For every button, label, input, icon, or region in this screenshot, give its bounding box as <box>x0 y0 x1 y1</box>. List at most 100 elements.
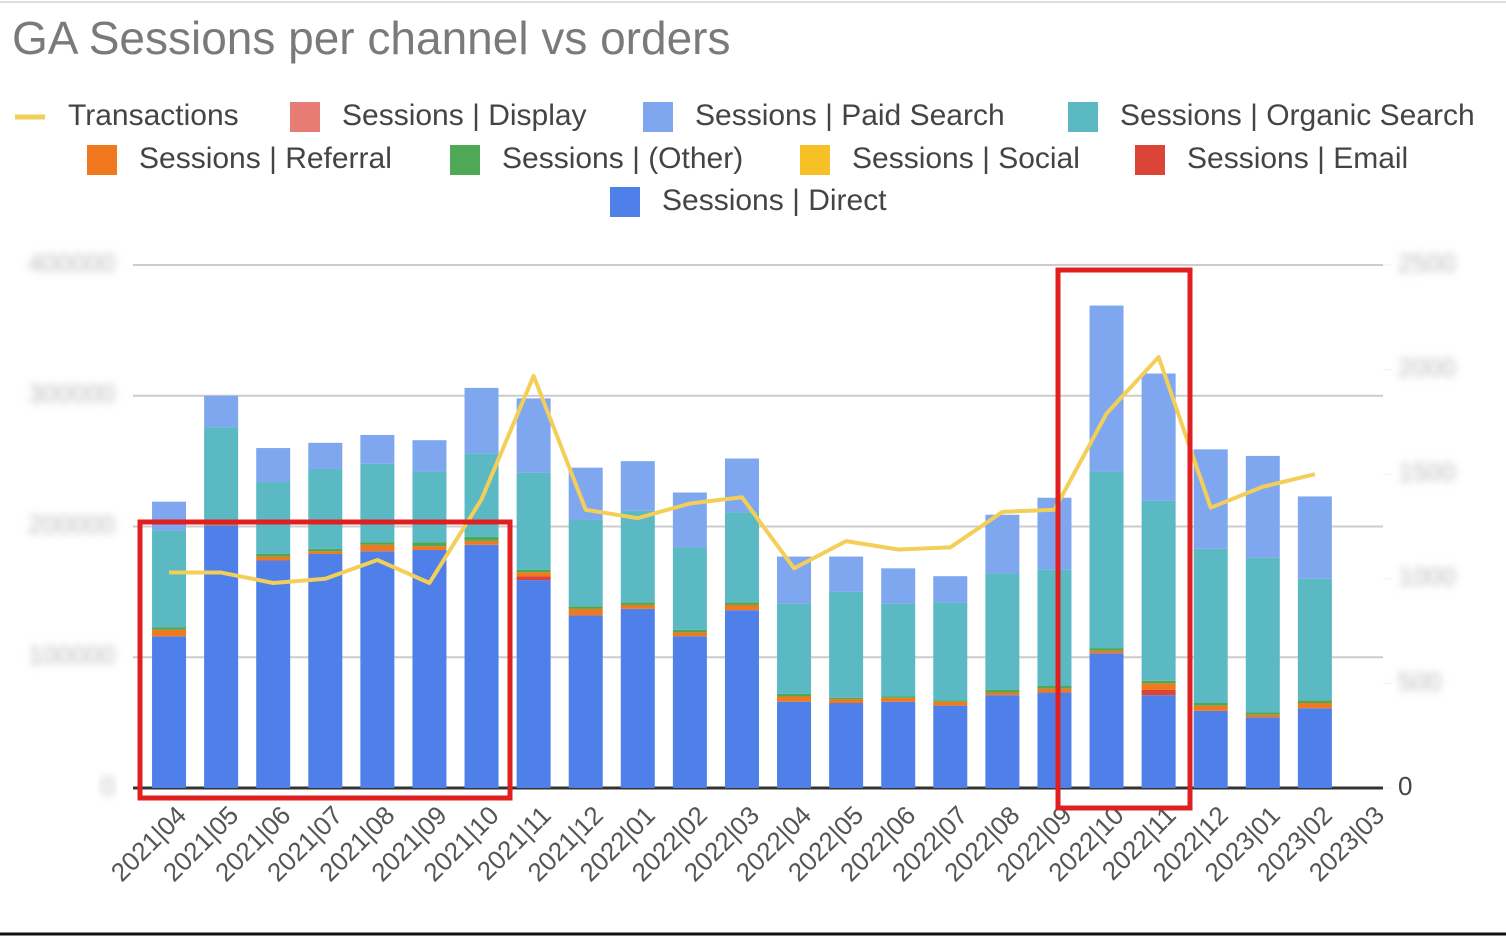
y2-tick-label: 500 <box>1398 666 1441 696</box>
bar-segment <box>204 525 239 788</box>
bar-segment <box>1037 569 1072 687</box>
bar-segment <box>724 458 759 513</box>
bar-segment <box>672 632 707 637</box>
bar-segment <box>360 542 395 545</box>
bar-segment <box>204 427 239 520</box>
bar-segment <box>1141 500 1176 681</box>
bar-segment <box>464 540 499 545</box>
bar-segment <box>1089 471 1124 649</box>
bar-segment <box>985 573 1020 690</box>
bar-segment <box>412 546 447 551</box>
legend-swatch <box>1068 102 1098 132</box>
bar-segment <box>308 551 343 554</box>
bar-segment <box>829 697 864 700</box>
y2-tick-label: 1000 <box>1398 562 1456 592</box>
bar-segment <box>881 701 916 788</box>
highlight-box <box>1055 267 1193 811</box>
bar-segment <box>152 636 187 788</box>
bar-segment <box>1089 650 1124 654</box>
bar-segment <box>1245 557 1280 713</box>
legend-label: Sessions | Referral <box>139 142 392 175</box>
legend-swatch <box>87 145 117 175</box>
bar-segment <box>933 705 968 788</box>
y-tick-label: 200000 <box>28 509 115 539</box>
bar-segment <box>1193 449 1228 549</box>
bar-segment <box>360 463 395 543</box>
bar-segment <box>516 398 551 473</box>
y2-tick-label: 2000 <box>1398 352 1456 382</box>
legend-label: Sessions | Email <box>1187 142 1408 175</box>
bar-segment <box>256 448 291 483</box>
bar-segment <box>1141 680 1176 684</box>
bar-segment <box>516 572 551 577</box>
y2-tick-label: 0 <box>1398 771 1412 801</box>
y2-tick-label: 1500 <box>1398 457 1456 487</box>
bar-segment <box>1141 689 1176 696</box>
bar-segment <box>829 703 864 788</box>
bar-segment <box>568 519 603 607</box>
bar-segment <box>620 604 655 609</box>
bar-segment <box>620 461 655 511</box>
bar-segment <box>1245 712 1280 715</box>
bar-segment <box>1193 703 1228 706</box>
bar-segment <box>672 547 707 630</box>
bar-segment <box>724 602 759 605</box>
bar-segment <box>724 604 759 611</box>
bar-segment <box>1245 717 1280 788</box>
bar-segment <box>464 536 499 541</box>
bar-segment <box>777 701 812 788</box>
bar-segment <box>985 695 1020 788</box>
bar-segment <box>672 629 707 633</box>
bar-segment <box>308 548 343 552</box>
bar-segment <box>881 603 916 697</box>
bar-segment <box>360 544 395 552</box>
bar-segment <box>620 510 655 603</box>
legend-label: Sessions | Social <box>852 142 1080 175</box>
legend-swatch <box>450 145 480 175</box>
legend-label: Transactions <box>68 99 239 132</box>
bar-segment <box>777 696 812 702</box>
legend-label: Sessions | (Other) <box>502 142 743 175</box>
bar-segment <box>1193 710 1228 788</box>
bar-segment <box>620 602 655 605</box>
bar-segment <box>985 692 1020 696</box>
bar-segment <box>204 395 239 428</box>
legend-label: Sessions | Direct <box>662 184 887 217</box>
bar-segment <box>464 387 499 454</box>
bar-segment <box>360 551 395 788</box>
bar-segment <box>1089 305 1124 472</box>
y-tick-label: 100000 <box>28 640 115 670</box>
bar-segment <box>464 544 499 788</box>
bar-segment <box>881 697 916 702</box>
bar-segment <box>1089 648 1124 651</box>
bar-segment <box>516 472 551 570</box>
legend-swatch <box>800 145 830 175</box>
bar-segment <box>1297 700 1332 704</box>
bar-segment <box>933 576 968 603</box>
y-tick-label: 300000 <box>28 379 115 409</box>
bar-segment <box>933 602 968 701</box>
bar-segment <box>152 629 187 637</box>
bar-segment <box>985 689 1020 693</box>
bar-segment <box>1297 496 1332 579</box>
bar-segment <box>1193 548 1228 704</box>
bar-segment <box>1245 714 1280 718</box>
bar-segment <box>1037 688 1072 693</box>
bar-segment <box>620 608 655 788</box>
bar-segment <box>1141 683 1176 690</box>
bar-segment <box>829 556 864 592</box>
legend-swatch <box>290 102 320 132</box>
bar-segment <box>568 615 603 788</box>
bar-segment <box>1193 705 1228 711</box>
bar-segment <box>881 568 916 604</box>
bar-segment <box>777 693 812 697</box>
bar-segment <box>881 696 916 698</box>
bar-segment <box>412 550 447 788</box>
y2-tick-label: 2500 <box>1398 248 1456 278</box>
bar-segment <box>1037 692 1072 788</box>
bar-segment <box>516 576 551 581</box>
bar-segment <box>568 606 603 609</box>
bar-segment <box>672 636 707 788</box>
legend-label: Sessions | Paid Search <box>695 99 1005 132</box>
